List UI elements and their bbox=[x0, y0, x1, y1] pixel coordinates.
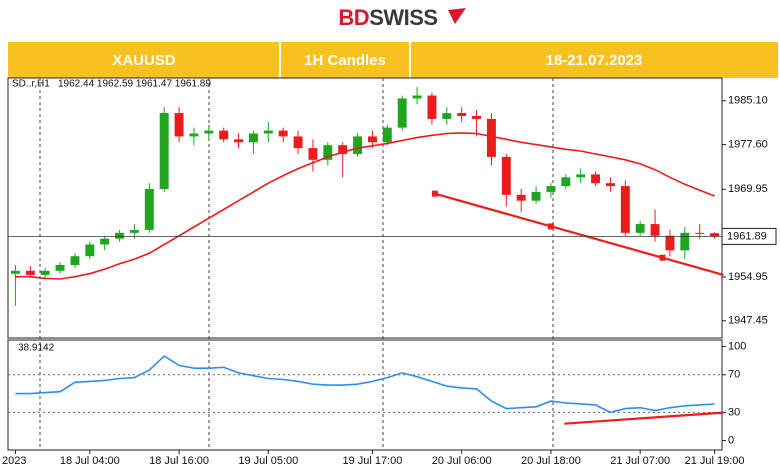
y-tick-label: 30 bbox=[728, 406, 740, 418]
candle-body bbox=[159, 113, 169, 190]
x-tick-label: 2023 bbox=[2, 455, 26, 467]
candle-body bbox=[680, 232, 690, 251]
x-tick-label: 19 Jul 17:00 bbox=[342, 455, 402, 467]
candle-body bbox=[129, 229, 139, 233]
trendline-anchor bbox=[659, 254, 666, 261]
y-tick-label: 70 bbox=[728, 369, 740, 381]
trendline bbox=[434, 192, 724, 276]
candle-body bbox=[293, 136, 303, 149]
rsi-value: 38.9142 bbox=[18, 343, 55, 354]
candle-body bbox=[486, 118, 496, 157]
x-tick-label: 18 Jul 04:00 bbox=[60, 455, 120, 467]
candle-body bbox=[457, 113, 467, 116]
y-tick-label: 1947.45 bbox=[728, 315, 768, 327]
x-tick-label: 21 Jul 19:00 bbox=[685, 455, 745, 467]
last-price-label: 1961.89 bbox=[727, 230, 767, 242]
ohlc-label: 1962.44 1962.59 1961.47 1961.89 bbox=[58, 79, 211, 90]
candle-body bbox=[353, 136, 363, 154]
candle-body bbox=[367, 136, 377, 143]
x-tick-label: 20 Jul 06:00 bbox=[432, 455, 492, 467]
candle-body bbox=[263, 130, 273, 134]
candle-body bbox=[605, 183, 615, 187]
x-tick-label: 21 Jul 07:00 bbox=[610, 455, 670, 467]
trendline-anchor bbox=[547, 223, 554, 230]
last-price-box bbox=[721, 227, 777, 245]
candle-body bbox=[591, 174, 601, 184]
date-range: 18-21.07.2023 bbox=[546, 52, 643, 69]
moving-average bbox=[15, 132, 715, 280]
candle-body bbox=[576, 174, 586, 178]
candle-body bbox=[219, 130, 229, 140]
candle-body bbox=[472, 115, 482, 119]
candle-body bbox=[501, 156, 511, 195]
candle-body bbox=[516, 194, 526, 201]
y-tick-label: 1977.60 bbox=[728, 139, 768, 151]
trendline-anchor bbox=[431, 190, 438, 197]
candle-body bbox=[25, 270, 35, 275]
candle-body bbox=[531, 191, 541, 201]
candle-body bbox=[695, 232, 705, 234]
candle-body bbox=[40, 270, 50, 275]
y-tick-label: 1985.10 bbox=[728, 95, 768, 107]
candle-body bbox=[115, 232, 125, 239]
candle-body bbox=[323, 145, 333, 160]
candle-body bbox=[546, 186, 556, 192]
candle-body bbox=[174, 113, 184, 137]
price-panel bbox=[7, 77, 723, 339]
candle-body bbox=[248, 133, 258, 143]
candle-body bbox=[710, 233, 720, 237]
candle-body bbox=[427, 95, 437, 119]
logo-part: SWISS bbox=[369, 5, 437, 30]
y-tick-label: 1969.95 bbox=[728, 183, 768, 195]
candle-body bbox=[650, 224, 660, 236]
rsi-panel bbox=[7, 339, 723, 451]
symbol: XAUUSD bbox=[112, 52, 176, 69]
candle-body bbox=[397, 98, 407, 128]
candle-body bbox=[10, 270, 20, 274]
candle-body bbox=[100, 238, 110, 245]
x-tick-label: 18 Jul 16:00 bbox=[149, 455, 209, 467]
candle-body bbox=[234, 139, 244, 143]
candle-body bbox=[189, 133, 199, 137]
indicator-label: SD..r,H1 bbox=[12, 79, 50, 90]
y-tick-label: 100 bbox=[728, 340, 746, 352]
candle-body bbox=[442, 113, 452, 119]
x-tick-label: 19 Jul 05:00 bbox=[238, 455, 298, 467]
logo: BDSWISS bbox=[338, 5, 437, 30]
candle-body bbox=[85, 244, 95, 257]
trendline bbox=[564, 411, 724, 425]
logo-part: BD bbox=[338, 5, 369, 30]
candle-body bbox=[635, 224, 645, 233]
candle-body bbox=[70, 256, 80, 265]
timeframe: 1H Candles bbox=[304, 52, 386, 69]
candle-body bbox=[204, 130, 214, 134]
y-tick-label: 0 bbox=[728, 435, 734, 447]
y-tick-label: 1954.95 bbox=[728, 271, 768, 283]
candle-body bbox=[144, 189, 154, 230]
candle-body bbox=[55, 264, 65, 271]
x-tick-label: 20 Jul 18:00 bbox=[521, 455, 581, 467]
candle-body bbox=[382, 127, 392, 143]
candle-body bbox=[278, 130, 288, 137]
header-bar bbox=[8, 42, 778, 78]
rsi-line bbox=[15, 354, 715, 414]
logo-flag bbox=[448, 8, 466, 24]
candle-body bbox=[308, 148, 318, 160]
candle-body bbox=[412, 95, 422, 99]
candle-body bbox=[561, 177, 571, 187]
candle-body bbox=[338, 145, 348, 154]
candle-body bbox=[620, 186, 630, 233]
candle-body bbox=[665, 235, 675, 251]
